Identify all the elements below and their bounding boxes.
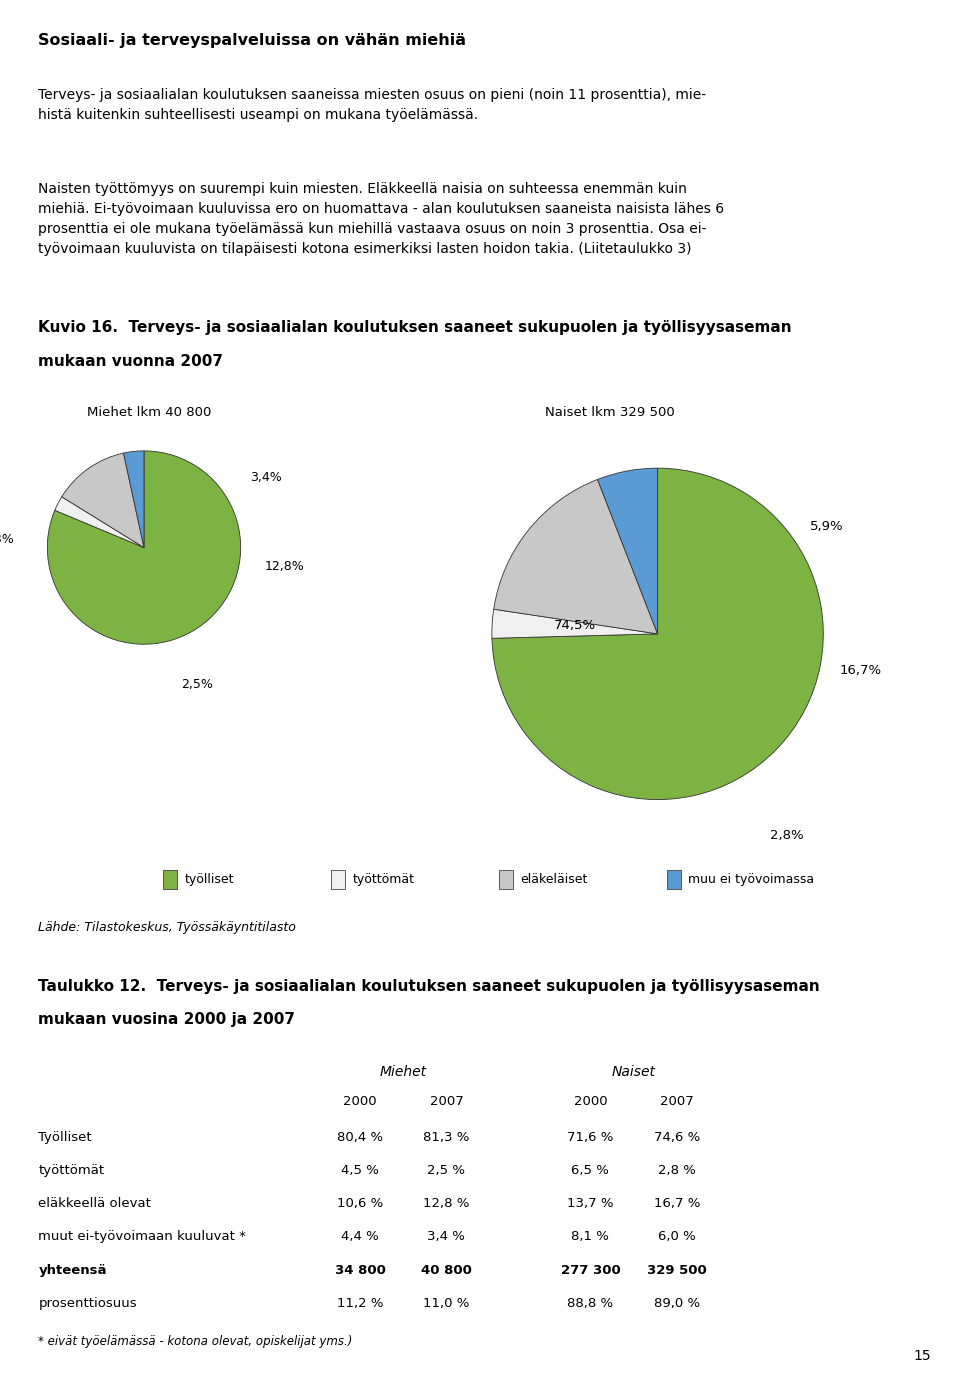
Text: 74,6 %: 74,6 % (654, 1131, 700, 1143)
Text: 80,4 %: 80,4 % (337, 1131, 383, 1143)
Text: 8,1 %: 8,1 % (571, 1230, 610, 1243)
Text: 16,7%: 16,7% (840, 664, 882, 677)
Text: 81,3%: 81,3% (0, 533, 13, 547)
Text: eläkkeellä olevat: eläkkeellä olevat (38, 1197, 152, 1210)
Wedge shape (47, 452, 241, 645)
Text: muut ei-työvoimaan kuuluvat *: muut ei-työvoimaan kuuluvat * (38, 1230, 247, 1243)
Text: 3,4%: 3,4% (251, 471, 282, 485)
Text: työlliset: työlliset (184, 873, 234, 887)
Text: 88,8 %: 88,8 % (567, 1297, 613, 1309)
Bar (331, 870, 345, 889)
Text: 34 800: 34 800 (335, 1264, 385, 1276)
Text: 71,6 %: 71,6 % (567, 1131, 613, 1143)
Text: 10,6 %: 10,6 % (337, 1197, 383, 1210)
Text: 11,2 %: 11,2 % (337, 1297, 383, 1309)
Text: 40 800: 40 800 (421, 1264, 471, 1276)
Wedge shape (597, 468, 658, 634)
Text: 12,8%: 12,8% (265, 561, 304, 573)
Text: Kuvio 16.  Terveys- ja sosiaalialan koulutuksen saaneet sukupuolen ja työllisyys: Kuvio 16. Terveys- ja sosiaalialan koulu… (38, 320, 792, 336)
Text: 2,8 %: 2,8 % (658, 1164, 696, 1177)
Text: 6,0 %: 6,0 % (658, 1230, 696, 1243)
Text: mukaan vuosina 2000 ja 2007: mukaan vuosina 2000 ja 2007 (38, 1012, 296, 1027)
Text: 13,7 %: 13,7 % (567, 1197, 613, 1210)
Text: Taulukko 12.  Terveys- ja sosiaalialan koulutuksen saaneet sukupuolen ja työllis: Taulukko 12. Terveys- ja sosiaalialan ko… (38, 979, 820, 994)
Text: Naisten työttömyys on suurempi kuin miesten. Eläkkeellä naisia on suhteessa enem: Naisten työttömyys on suurempi kuin mies… (38, 182, 725, 257)
Text: 2,5 %: 2,5 % (427, 1164, 466, 1177)
Text: yhteensä: yhteensä (38, 1264, 107, 1276)
Text: 4,5 %: 4,5 % (341, 1164, 379, 1177)
Wedge shape (492, 468, 824, 800)
Text: 2000: 2000 (573, 1095, 608, 1108)
Bar (499, 870, 513, 889)
Text: Työlliset: Työlliset (38, 1131, 92, 1143)
Text: 5,9%: 5,9% (810, 519, 844, 533)
Wedge shape (61, 453, 144, 548)
Text: * eivät työelämässä - kotona olevat, opiskelijat yms.): * eivät työelämässä - kotona olevat, opi… (38, 1335, 352, 1348)
Text: 89,0 %: 89,0 % (654, 1297, 700, 1309)
Text: 81,3 %: 81,3 % (423, 1131, 469, 1143)
Text: 6,5 %: 6,5 % (571, 1164, 610, 1177)
Text: 74,5%: 74,5% (554, 619, 596, 632)
Text: mukaan vuonna 2007: mukaan vuonna 2007 (38, 354, 224, 369)
Text: 12,8 %: 12,8 % (423, 1197, 469, 1210)
Text: Miehet: Miehet (379, 1065, 427, 1079)
Text: Naiset lkm 329 500: Naiset lkm 329 500 (544, 406, 675, 418)
Text: Sosiaali- ja terveyspalveluissa on vähän miehiä: Sosiaali- ja terveyspalveluissa on vähän… (38, 33, 467, 48)
Text: prosenttiosuus: prosenttiosuus (38, 1297, 137, 1309)
Text: Lähde: Tilastokeskus, Työssäkäyntitilasto: Lähde: Tilastokeskus, Työssäkäyntitilast… (38, 921, 297, 934)
Text: 329 500: 329 500 (647, 1264, 707, 1276)
Text: 2000: 2000 (343, 1095, 377, 1108)
Text: eläkeläiset: eläkeläiset (520, 873, 588, 887)
Text: 2,8%: 2,8% (770, 830, 804, 842)
Text: työttömät: työttömät (352, 873, 415, 887)
Wedge shape (493, 479, 658, 634)
Wedge shape (55, 497, 144, 548)
Text: 277 300: 277 300 (561, 1264, 620, 1276)
Text: työttömät: työttömät (38, 1164, 105, 1177)
Text: 4,4 %: 4,4 % (341, 1230, 379, 1243)
Wedge shape (492, 609, 658, 638)
Text: 2007: 2007 (429, 1095, 464, 1108)
Wedge shape (124, 452, 144, 548)
Text: 2007: 2007 (660, 1095, 694, 1108)
Text: muu ei työvoimassa: muu ei työvoimassa (688, 873, 814, 887)
Text: 15: 15 (914, 1349, 931, 1363)
Text: 16,7 %: 16,7 % (654, 1197, 700, 1210)
Text: Naiset: Naiset (612, 1065, 656, 1079)
Text: 11,0 %: 11,0 % (423, 1297, 469, 1309)
Text: Terveys- ja sosiaalialan koulutuksen saaneissa miesten osuus on pieni (noin 11 p: Terveys- ja sosiaalialan koulutuksen saa… (38, 88, 707, 123)
Text: Miehet lkm 40 800: Miehet lkm 40 800 (86, 406, 211, 418)
Bar (163, 870, 177, 889)
Text: 3,4 %: 3,4 % (427, 1230, 466, 1243)
Bar (667, 870, 681, 889)
Text: 2,5%: 2,5% (181, 678, 213, 690)
